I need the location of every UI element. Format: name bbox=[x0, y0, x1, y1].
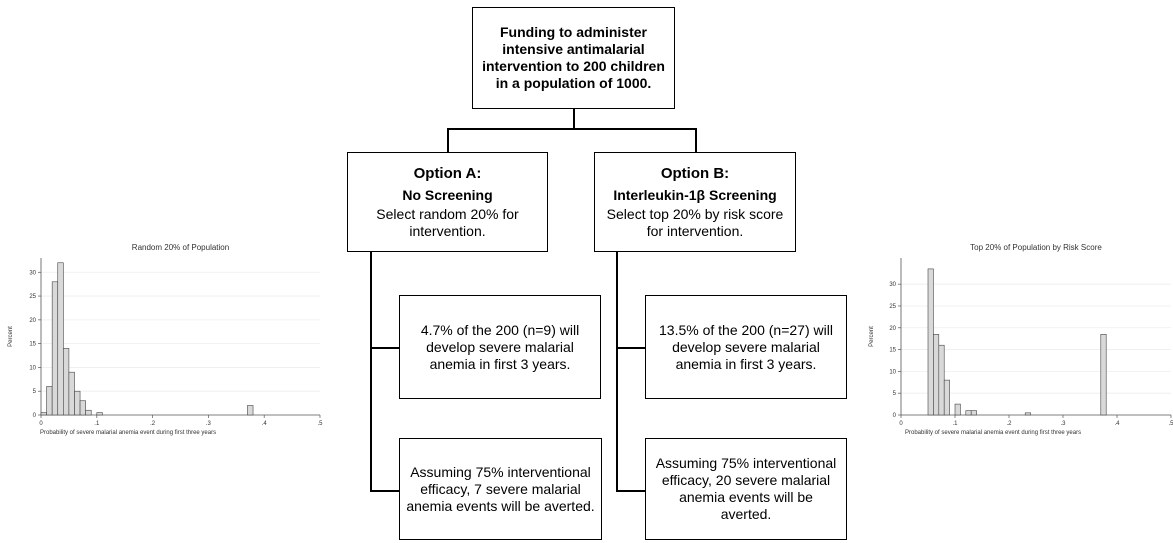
option-a-subtitle: No Screening bbox=[402, 186, 493, 203]
x-tick-label: .5 bbox=[1168, 421, 1173, 427]
option-b-outcome-text: 13.5% of the 200 (n=27) will develop sev… bbox=[659, 321, 833, 372]
y-tick-label: 5 bbox=[33, 389, 37, 395]
histogram-bar bbox=[57, 262, 64, 416]
histogram-bar bbox=[927, 268, 934, 416]
y-tick-label: 30 bbox=[889, 282, 896, 288]
histogram-bar bbox=[79, 400, 86, 416]
y-tick-label: 25 bbox=[889, 304, 896, 310]
option-b-title: Option B: bbox=[660, 164, 730, 182]
funding-box: Funding to administer intensive antimala… bbox=[472, 7, 675, 109]
y-tick-label: 25 bbox=[29, 294, 36, 300]
chart-title: Random 20% of Population bbox=[132, 243, 229, 252]
histogram-bar bbox=[68, 371, 75, 416]
option-a-averted-box: Assuming 75% interventional efficacy, 7 … bbox=[399, 438, 602, 540]
y-axis-label: Percent bbox=[869, 326, 875, 347]
x-tick-label: .2 bbox=[150, 421, 156, 427]
option-a-description: Select random 20% for intervention. bbox=[376, 205, 519, 239]
x-tick-label: .1 bbox=[94, 421, 100, 427]
histogram-bar bbox=[85, 409, 92, 416]
x-tick-label: .3 bbox=[1060, 421, 1066, 427]
y-tick-label: 0 bbox=[33, 413, 37, 419]
right-histogram-svg: Top 20% of Population by Risk Score 0 5 10 1… bbox=[869, 243, 1173, 436]
x-tick-label: .1 bbox=[952, 421, 958, 427]
y-tick-label: 10 bbox=[29, 365, 36, 371]
histogram-bar bbox=[954, 403, 961, 416]
histogram-bar bbox=[1100, 334, 1107, 416]
y-tick-label: 15 bbox=[889, 348, 896, 354]
option-b-box: Option B: Interleukin-1β Screening Selec… bbox=[594, 152, 796, 252]
y-tick-label: 5 bbox=[893, 391, 897, 397]
connector-to-option-a bbox=[447, 128, 449, 152]
option-a-title: Option A: bbox=[413, 164, 482, 182]
option-b-averted-box: Assuming 75% interventional efficacy, 20… bbox=[645, 438, 847, 540]
histogram-bar bbox=[1024, 412, 1031, 416]
option-a-branch-2 bbox=[370, 490, 400, 492]
histogram-bar bbox=[933, 334, 940, 416]
y-tick-label: 15 bbox=[29, 342, 36, 348]
x-axis-label: Probability of severe malarial anemia ev… bbox=[40, 430, 216, 436]
histogram-bar bbox=[74, 390, 81, 416]
histogram-bar bbox=[943, 379, 950, 416]
y-tick-label: 10 bbox=[889, 369, 896, 375]
x-tick-label: .2 bbox=[1006, 421, 1012, 427]
option-b-outcome-box: 13.5% of the 200 (n=27) will develop sev… bbox=[645, 295, 847, 399]
option-a-box: Option A: No Screening Select random 20%… bbox=[347, 152, 548, 252]
x-axis-label: Probability of severe malarial anemia ev… bbox=[905, 430, 1081, 436]
histogram-bar bbox=[247, 405, 254, 416]
y-tick-label: 20 bbox=[29, 318, 36, 324]
option-b-branch-1 bbox=[616, 347, 646, 349]
option-b-stem bbox=[616, 252, 618, 491]
option-a-stem bbox=[370, 252, 372, 491]
y-axis-label: Percent bbox=[8, 326, 14, 347]
funding-text: Funding to administer intensive antimala… bbox=[482, 24, 665, 91]
option-b-branch-2 bbox=[616, 490, 646, 492]
left-histogram-svg: Random 20% of Population 0 5 10 15 20 25 30 0 .1.… bbox=[8, 243, 323, 436]
x-tick-label: .5 bbox=[317, 421, 323, 427]
x-tick-label: 0 bbox=[899, 421, 903, 427]
histogram-bar bbox=[46, 386, 53, 416]
connector-top-down bbox=[573, 109, 575, 129]
option-b-averted-text: Assuming 75% interventional efficacy, 20… bbox=[655, 455, 837, 522]
histogram-bar bbox=[965, 410, 972, 416]
histogram-bar bbox=[96, 412, 103, 416]
histogram-bar bbox=[40, 412, 47, 416]
chart-title: Top 20% of Population by Risk Score bbox=[970, 243, 1102, 252]
right-histogram: Top 20% of Population by Risk Score 0 5 10 1… bbox=[853, 238, 1173, 448]
y-tick-label: 20 bbox=[889, 326, 896, 332]
histogram-bar bbox=[970, 410, 977, 416]
x-tick-label: .3 bbox=[206, 421, 212, 427]
option-a-outcome-box: 4.7% of the 200 (n=9) will develop sever… bbox=[399, 295, 601, 399]
option-b-subtitle: Interleukin-1β Screening bbox=[613, 186, 777, 203]
connector-to-option-b bbox=[695, 128, 697, 152]
y-tick-label: 30 bbox=[29, 270, 36, 276]
option-a-branch-1 bbox=[370, 347, 400, 349]
connector-horizontal bbox=[447, 128, 696, 130]
x-tick-label: .4 bbox=[262, 421, 268, 427]
x-tick-label: .4 bbox=[1114, 421, 1120, 427]
y-tick-label: 0 bbox=[893, 413, 897, 419]
histogram-bar bbox=[938, 344, 945, 416]
option-a-averted-text: Assuming 75% interventional efficacy, 7 … bbox=[406, 463, 595, 514]
option-a-outcome-text: 4.7% of the 200 (n=9) will develop sever… bbox=[420, 321, 580, 372]
x-tick-label: 0 bbox=[39, 421, 43, 427]
histogram-bar bbox=[51, 281, 59, 416]
option-b-description: Select top 20% by risk score for interve… bbox=[606, 205, 784, 239]
left-histogram: Random 20% of Population 0 5 10 15 20 25 30 0 .1.… bbox=[0, 238, 330, 448]
histogram-bar bbox=[63, 348, 70, 416]
